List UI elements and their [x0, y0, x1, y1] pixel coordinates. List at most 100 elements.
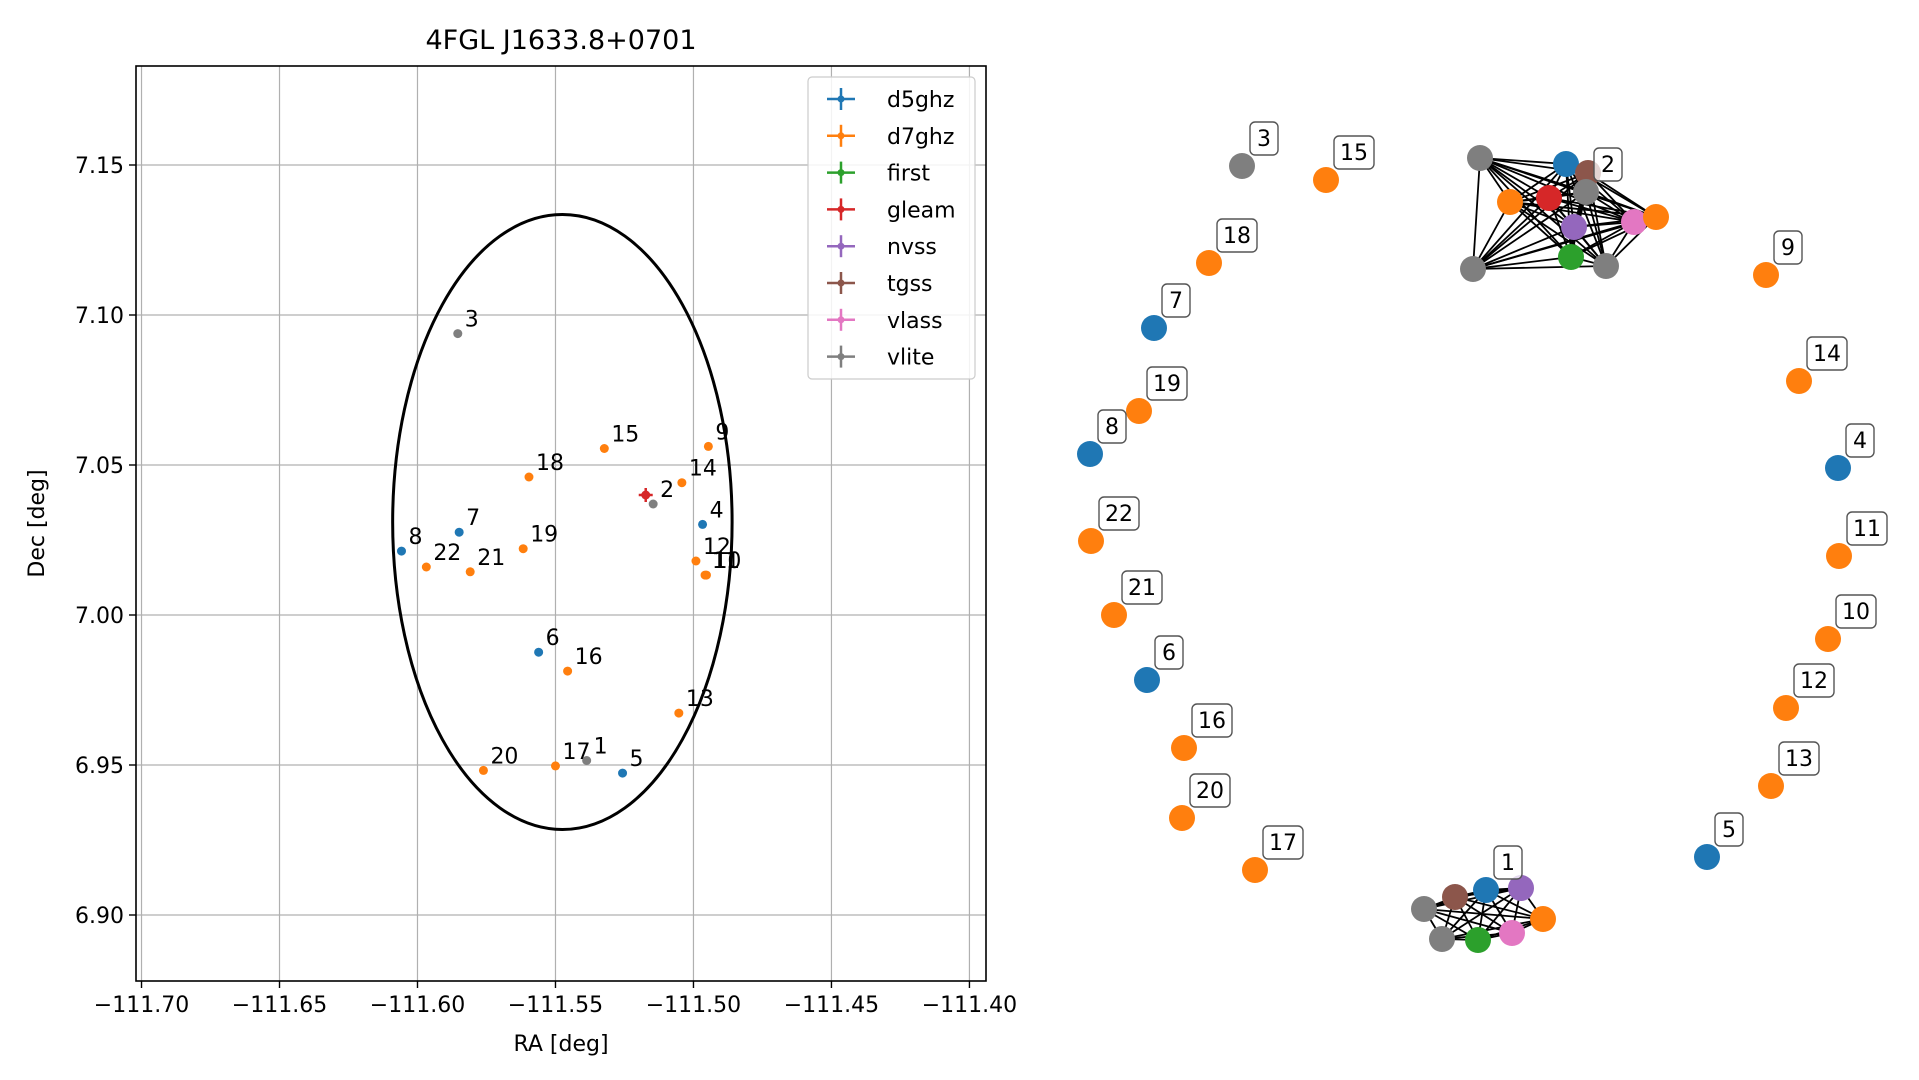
y-tick-label: 7.15 [75, 154, 124, 179]
network-node-d7ghz [1078, 528, 1104, 554]
network-node-d5ghz [1473, 877, 1499, 903]
network-edge [1472, 157, 1481, 270]
node-label-box [1714, 812, 1744, 847]
source-point-d5ghz [618, 768, 628, 778]
network-node-d7ghz [1773, 695, 1799, 721]
network-node-gleam [1536, 185, 1562, 211]
network-node-d7ghz [1753, 262, 1779, 288]
source-point-d5ghz [534, 647, 544, 657]
node-label-box [1593, 147, 1623, 182]
network-node-d7ghz [1786, 368, 1812, 394]
source-point-d7ghz [677, 478, 687, 488]
point-label: 6 [546, 626, 560, 651]
legend-marker-dot [837, 242, 845, 250]
node-label-box [1806, 336, 1848, 371]
node-label: 7 [1169, 289, 1183, 314]
node-label: 19 [1153, 372, 1181, 397]
node-label: 5 [1722, 818, 1736, 843]
legend-entry-vlass: vlass [887, 309, 943, 334]
legend-entry-d5ghz: d5ghz [887, 88, 954, 113]
node-label: 15 [1340, 141, 1368, 166]
network-edge [1423, 908, 1544, 920]
point-label: 13 [686, 687, 714, 712]
source-point-d7ghz [701, 570, 711, 580]
node-label-box [1098, 496, 1140, 531]
source-point-d7ghz [518, 544, 528, 554]
node-label: 20 [1196, 779, 1224, 804]
node-label: 2 [1601, 153, 1615, 178]
node-label: 16 [1198, 709, 1226, 734]
network-node-vlite [1460, 256, 1486, 282]
source-point-vlite [453, 329, 463, 339]
node-label-box [1121, 570, 1163, 605]
source-point-d7ghz [465, 567, 475, 577]
point-label: 3 [465, 308, 479, 333]
node-label-box [1154, 635, 1184, 670]
confidence-ellipse-layer [391, 213, 734, 831]
node-label: 13 [1785, 747, 1813, 772]
legend-marker-dot [837, 169, 845, 177]
legend-entry-tgss: tgss [887, 272, 933, 297]
network-node-tgss [1442, 884, 1468, 910]
point-label: 4 [710, 498, 724, 523]
network-edge [1509, 201, 1572, 258]
network-node-d5ghz [1694, 844, 1720, 870]
y-tick-label: 6.90 [75, 904, 124, 929]
network-node-d7ghz [1171, 735, 1197, 761]
point-label: 19 [530, 523, 558, 548]
point-label: 21 [477, 546, 505, 571]
node-label-box [1493, 845, 1523, 880]
network-node-vlite [1573, 179, 1599, 205]
node-label-box [1216, 218, 1258, 253]
x-tick-label: −111.45 [784, 993, 879, 1018]
network-node-nvss [1561, 214, 1587, 240]
network-node-d7ghz [1101, 602, 1127, 628]
source-point-d7ghz [524, 472, 534, 482]
network-edge [1472, 265, 1607, 270]
node-label-box [1097, 409, 1127, 444]
network-node-d5ghz [1141, 315, 1167, 341]
network-node-vlite [1429, 926, 1455, 952]
node-label: 8 [1105, 415, 1119, 440]
point-label: 12 [703, 535, 731, 560]
node-label: 4 [1853, 429, 1867, 454]
network-node-d7ghz [1758, 773, 1784, 799]
node-label: 1 [1501, 851, 1515, 876]
legend-entry-gleam: gleam [887, 198, 956, 223]
network-node-d5ghz [1825, 455, 1851, 481]
source-point-d7ghz [691, 556, 701, 566]
node-label: 22 [1105, 502, 1133, 527]
legend-marker-dot [837, 279, 845, 287]
point-label: 2 [660, 478, 674, 503]
network-edge [1454, 896, 1544, 920]
source-point-d7ghz [563, 666, 573, 676]
legend-marker-dot [837, 353, 845, 361]
source-point-d7ghz [478, 765, 488, 775]
point-label: 16 [575, 645, 603, 670]
y-tick-label: 7.00 [75, 604, 124, 629]
network-edge [1423, 908, 1513, 934]
point-label: 18 [536, 451, 564, 476]
point-label: 20 [490, 744, 518, 769]
x-tick-label: −111.60 [370, 993, 465, 1018]
network-node-vlite [1593, 253, 1619, 279]
node-label-box [1146, 366, 1188, 401]
axis-ticks: −111.70 −111.65 −111.60 −111.55 −111.50 −111.… [75, 154, 1017, 1018]
source-point-d7ghz [703, 441, 713, 451]
source-point-d5ghz [396, 546, 406, 556]
point-label: 11 [712, 549, 740, 574]
network-node-d7ghz [1313, 167, 1339, 193]
point-label: 15 [611, 423, 639, 448]
point-label: 1 [594, 735, 608, 760]
point-label: 7 [466, 506, 480, 531]
node-label: 17 [1269, 831, 1297, 856]
point-label: 17 [562, 740, 590, 765]
legend-entry-vlite: vlite [887, 346, 934, 371]
network-node-d7ghz [1643, 204, 1669, 230]
legend-marker-dot [837, 205, 845, 213]
node-label: 21 [1128, 576, 1156, 601]
source-point-gleam [641, 490, 651, 500]
